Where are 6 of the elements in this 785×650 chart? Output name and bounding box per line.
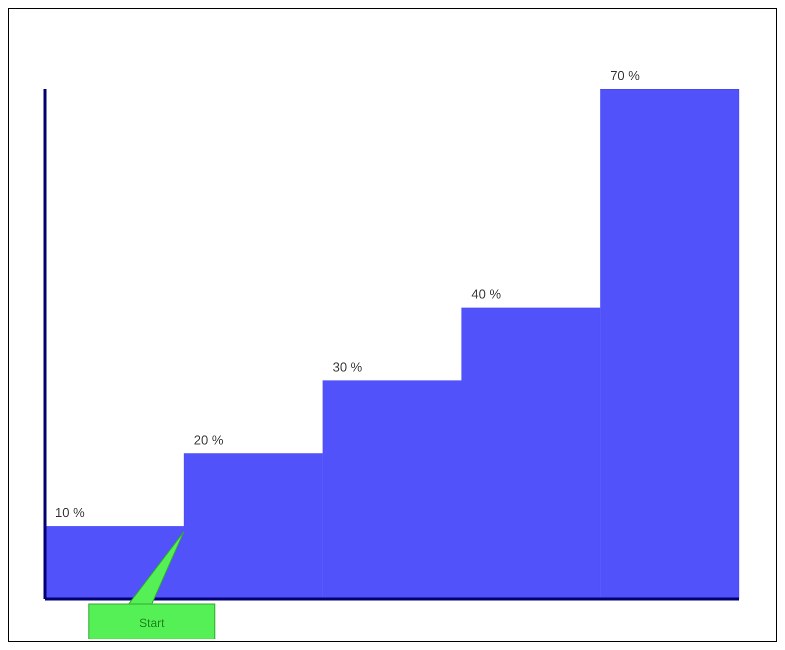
data-label: 70 % [610,68,640,83]
data-label: 20 % [194,432,224,448]
data-label: 10 % [55,505,86,520]
data-label: 40 % [471,286,502,302]
text: Start [88,604,215,642]
data-label: 30 % [332,359,363,374]
